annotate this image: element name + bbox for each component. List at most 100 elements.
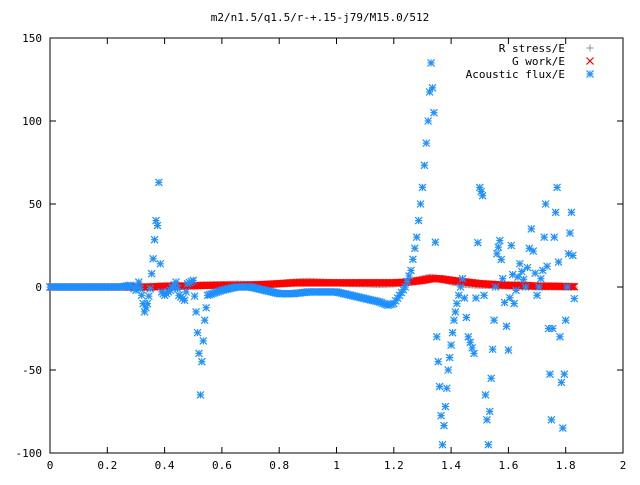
data-point [428, 83, 437, 92]
data-point [554, 258, 563, 267]
x-tick-label: 1 [333, 459, 340, 472]
data-point [429, 108, 438, 117]
legend-marker [586, 44, 594, 52]
x-tick-label: 0.8 [269, 459, 289, 472]
data-point [551, 208, 560, 217]
data-point [480, 291, 488, 300]
legend-label: G work/E [512, 55, 565, 68]
x-tick-label: 1.6 [498, 459, 518, 472]
data-point [156, 259, 165, 268]
x-tick-label: 0.2 [97, 459, 117, 472]
data-point [199, 337, 208, 345]
x-tick-label: 2 [620, 459, 627, 472]
legend-label: Acoustic flux/E [466, 68, 565, 81]
data-point [172, 278, 180, 286]
data-point [173, 284, 182, 293]
data-point [193, 328, 202, 337]
data-point [488, 345, 497, 354]
data-point [497, 255, 506, 264]
data-point [566, 229, 574, 237]
legend-marker [586, 70, 594, 78]
data-point [190, 292, 199, 301]
data-point [412, 233, 421, 242]
data-point [495, 236, 504, 245]
data-point [563, 283, 572, 291]
data-point [560, 370, 569, 379]
data-point [485, 407, 494, 416]
data-point [473, 238, 482, 247]
data-point [450, 316, 458, 325]
plot-frame [49, 37, 624, 454]
data-point [521, 283, 530, 291]
data-point [548, 324, 557, 333]
axes: 0 0.2 0.4 0.6 0.8 1 1.2 1.4 1.6 1.8 2 -100 -50 0 50 100… [16, 32, 627, 472]
data-point [490, 316, 498, 325]
data-point [195, 349, 203, 358]
data-point [570, 282, 579, 291]
data-point [142, 303, 150, 312]
y-tick-label: 50 [29, 198, 42, 211]
data-point [491, 283, 500, 291]
data-point [462, 313, 471, 322]
legend-label: R stress/E [499, 42, 565, 55]
data-point [458, 274, 467, 283]
data-point [456, 283, 465, 291]
data-point [451, 307, 460, 316]
data-point [561, 316, 570, 325]
data-point [196, 390, 205, 399]
data-point [546, 370, 554, 379]
data-point [505, 293, 514, 302]
data-point [536, 274, 545, 283]
data-point [437, 411, 445, 420]
data-point [517, 267, 526, 276]
data-point [424, 117, 433, 125]
data-point [147, 269, 156, 278]
data-point [487, 374, 496, 383]
data-point [434, 357, 443, 366]
data-point [502, 322, 511, 331]
data-point [540, 233, 549, 242]
data-point [510, 299, 519, 308]
data-point [470, 349, 478, 358]
data-point [410, 244, 419, 253]
data-point [504, 346, 513, 355]
data-point [519, 275, 528, 284]
x-tick-label: 1.2 [384, 459, 404, 472]
data-point [557, 378, 566, 387]
data-point [418, 183, 427, 192]
data-point [533, 291, 541, 300]
y-tick-label: 150 [22, 32, 42, 45]
chart-title: m2/n1.5/q1.5/r-+.15-j79/M15.0/512 [211, 11, 430, 24]
data-point [527, 224, 536, 233]
data-point [529, 247, 538, 255]
data-point [153, 221, 162, 230]
series-acoustic-flux-e [46, 58, 579, 449]
data-point [425, 88, 434, 96]
legend-marker [586, 57, 594, 65]
data-point [422, 139, 431, 148]
data-point [556, 332, 564, 341]
data-point [137, 291, 146, 300]
data-point [144, 292, 153, 301]
data-point [200, 316, 209, 325]
data-point [541, 200, 550, 208]
data-point [478, 191, 487, 200]
data-point [180, 296, 189, 305]
data-point [494, 243, 503, 252]
data-point [558, 424, 567, 433]
data-point [182, 288, 191, 296]
data-point [460, 294, 469, 302]
data-point [553, 183, 562, 192]
data-point [431, 238, 440, 247]
data-point [440, 421, 448, 430]
data-point [570, 294, 579, 303]
data-point [493, 249, 501, 258]
data-point [448, 328, 457, 337]
data-point [189, 276, 198, 285]
data-point [435, 382, 444, 391]
data-point [512, 286, 520, 295]
data-point [514, 273, 522, 281]
data-point [507, 241, 516, 250]
y-tick-label: -50 [22, 364, 42, 377]
